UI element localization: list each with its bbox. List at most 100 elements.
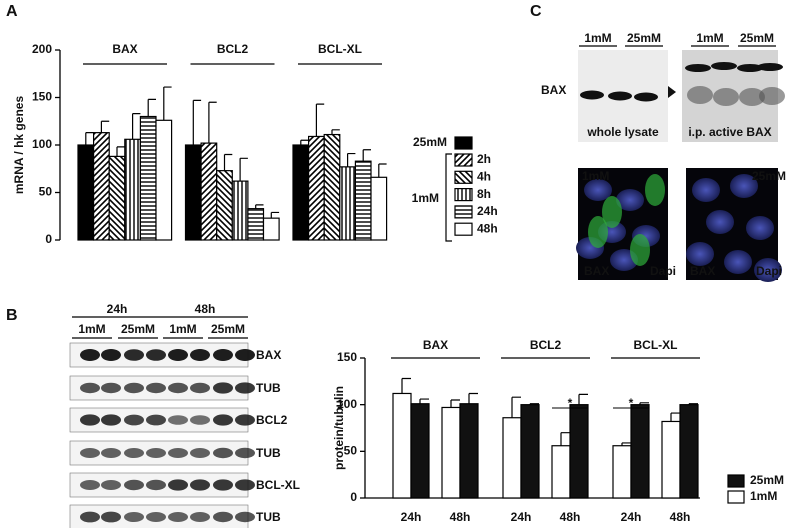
panel-c: 1mM 25mM 1mM 25mM BAX whole lysate i.p. active… (541, 31, 786, 282)
legend-label: 24h (477, 204, 498, 218)
y-tick-label: 150 (337, 350, 357, 364)
error-bar (529, 403, 539, 405)
legend-label: 25mM (750, 473, 784, 487)
bar (679, 404, 699, 499)
cell-nucleus (686, 242, 714, 266)
blot-band (168, 448, 188, 458)
x-tick-label: 48h (670, 510, 691, 524)
blot-band (213, 447, 233, 459)
blot-band (737, 64, 763, 72)
bar (354, 160, 372, 241)
legend-swatch (454, 222, 473, 236)
y-tick-label: 50 (344, 444, 358, 458)
legend-bracket (445, 153, 452, 242)
blot-band (124, 512, 144, 522)
blot-band (168, 415, 188, 425)
blot-band (146, 479, 166, 491)
blot-band (124, 479, 144, 491)
significance-mark: * (629, 396, 634, 410)
blot-band (80, 480, 100, 490)
cell-nucleus (746, 216, 774, 240)
blot-band (235, 511, 255, 523)
x-tick-label: 48h (450, 510, 471, 524)
blot-band (168, 479, 188, 491)
blot-band (739, 88, 765, 106)
blot-row-label: BCL-XL (256, 478, 300, 492)
error-bar (688, 403, 698, 405)
bar (441, 406, 461, 499)
western-blots: BAX TUB BCL2 TUB BCL-XL TUB 24h 48h 1mM 25mM 1mM 25… (69, 302, 300, 528)
blot-band (146, 382, 166, 394)
error-bar (147, 98, 156, 117)
legend-label: 48h (477, 221, 498, 235)
blot-band (190, 382, 210, 394)
blot-band (124, 414, 144, 426)
bax-signal (588, 216, 608, 248)
y-tick-label: 50 (39, 185, 53, 199)
bar (262, 217, 280, 241)
blot-band (80, 414, 100, 426)
y-tick-label: 0 (350, 490, 357, 504)
blot-band (124, 382, 144, 394)
condition-label: 1mM (169, 322, 196, 336)
lane-header: 1mM (696, 31, 723, 45)
time-label: 24h (107, 302, 128, 316)
bar (661, 420, 681, 499)
group-title: BCL-XL (634, 338, 678, 352)
error-bar (511, 396, 521, 418)
error-bar (468, 392, 478, 404)
x-tick-label: 24h (621, 510, 642, 524)
blot-band (213, 479, 233, 491)
error-bar (208, 101, 217, 144)
y-tick-label: 150 (32, 90, 52, 104)
legend-swatch (454, 153, 473, 167)
bax-signal (602, 196, 622, 228)
group-title: BAX (112, 42, 137, 56)
blot-row-label: BCL2 (256, 413, 288, 427)
blot-band (168, 349, 188, 361)
y-tick-label: 0 (45, 232, 52, 246)
group-title: BCL-XL (318, 42, 362, 56)
error-bar (192, 99, 202, 145)
lane-header: 25mM (740, 31, 774, 45)
blot-band (80, 349, 100, 361)
bar (184, 144, 202, 241)
group-title: BCL2 (530, 338, 562, 352)
bar (231, 180, 249, 241)
bar (292, 144, 310, 241)
bar (370, 176, 388, 241)
condition-label: 25mM (211, 322, 245, 336)
x-tick-label: 24h (401, 510, 422, 524)
blot-band (190, 479, 210, 491)
error-bar (239, 157, 248, 182)
x-tick-label: 48h (560, 510, 581, 524)
blot-band (101, 511, 121, 523)
error-bar (132, 113, 141, 140)
cell-nucleus (706, 210, 734, 234)
stain-label: Dapi (650, 264, 676, 278)
legend-label: 25mM (413, 135, 447, 149)
blot-caption: whole lysate (586, 125, 659, 139)
error-bar (401, 377, 411, 394)
bar (392, 392, 412, 499)
legend-swatch (454, 188, 473, 202)
band-label: BAX (541, 83, 566, 97)
bar (630, 404, 650, 499)
y-axis-label: mRNA / hk genes (12, 96, 26, 195)
significance-mark: * (568, 396, 573, 410)
image-label: 25mM (752, 169, 786, 183)
bar (323, 133, 341, 241)
blot-band (213, 414, 233, 426)
panel-label: C (530, 3, 542, 20)
error-bar (362, 149, 371, 162)
stain-label: Dapi (756, 264, 782, 278)
blot-band (687, 86, 713, 104)
legend-swatch (454, 136, 473, 150)
error-bar (621, 442, 631, 446)
blot-band (146, 448, 166, 458)
error-bar (419, 398, 429, 404)
blot-band (146, 349, 166, 361)
condition-label: 25mM (121, 322, 155, 336)
blot-band (190, 512, 210, 522)
